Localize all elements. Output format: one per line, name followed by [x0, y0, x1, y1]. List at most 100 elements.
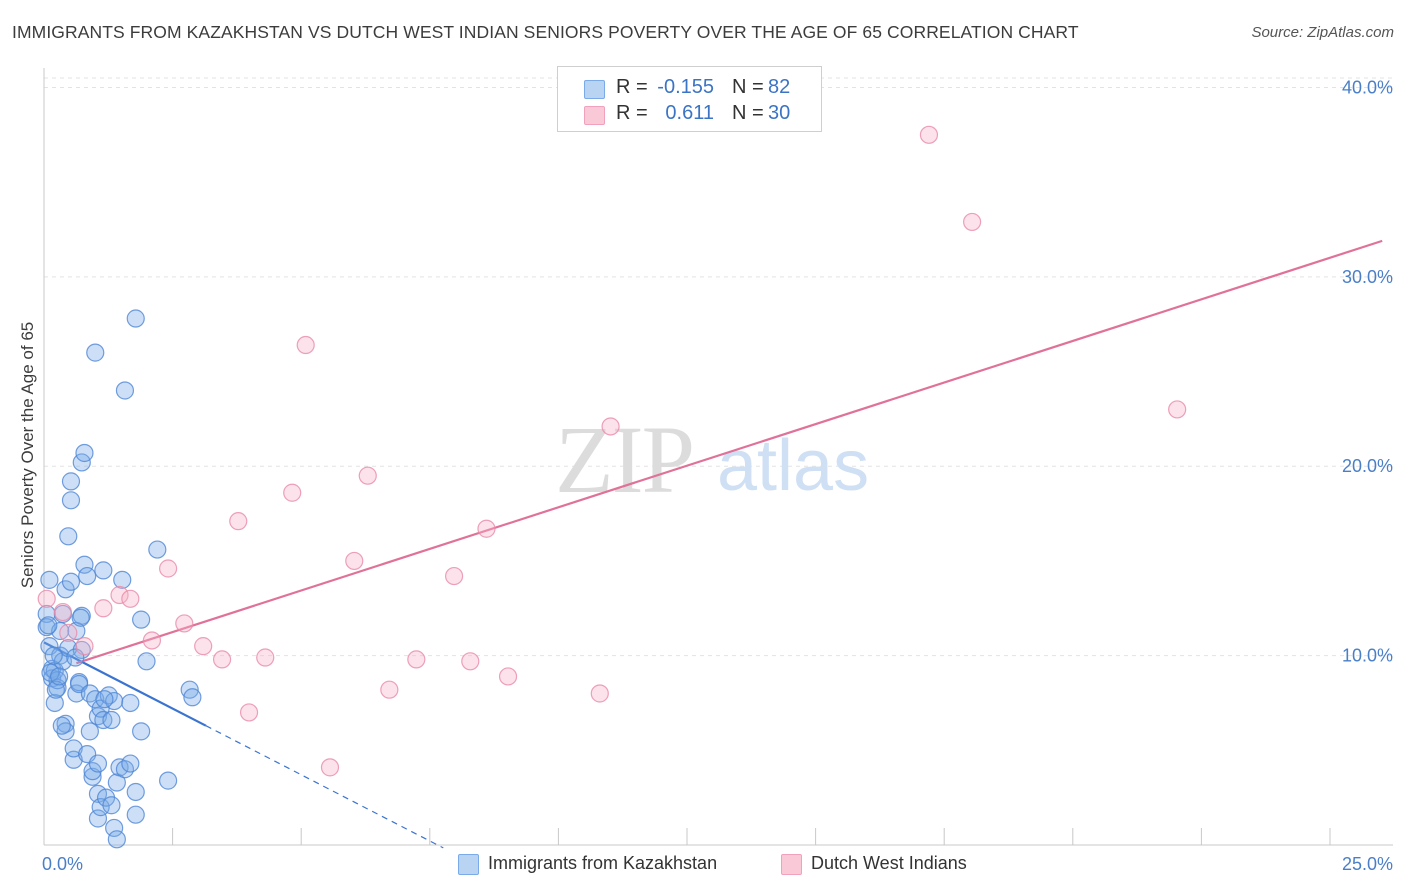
dutch-west-indian-point: [320, 758, 340, 777]
legend-swatch-blue: [584, 80, 605, 99]
bottom-legend-swatch-pink: [781, 854, 802, 875]
kazakhstan-point: [115, 381, 135, 400]
kazakhstan-point: [107, 830, 126, 849]
grid-lines: [44, 77, 1393, 657]
kazakhstan-point: [78, 566, 97, 586]
dutch-west-indian-point: [37, 589, 56, 608]
kazakhstan-point: [115, 760, 135, 779]
kazakhstan-point: [41, 663, 60, 682]
dutch-west-indian-point: [239, 703, 259, 722]
kazakhstan-point: [88, 809, 108, 828]
legend-r-label: R =: [616, 76, 648, 98]
dutch-west-indian-point: [963, 212, 982, 232]
bottom-legend-label: Immigrants from Kazakhstan: [488, 853, 718, 873]
legend-n-value: 82: [768, 76, 791, 98]
bottom-legend-swatch-blue: [458, 854, 479, 875]
trend-lines: [43, 239, 1383, 849]
dutch-west-indian-point: [380, 680, 399, 699]
y-tick-label: 30.0%: [1342, 267, 1393, 287]
data-points: [37, 125, 1187, 849]
legend-r-label: R =: [616, 102, 648, 124]
y-tick-label: 10.0%: [1342, 646, 1393, 666]
dutch-west-indian-point: [194, 637, 213, 656]
watermark-atlas: atlas: [717, 426, 869, 506]
kazakhstan-point: [137, 652, 156, 671]
dutch-west-indian-point: [296, 335, 315, 355]
kazakhstan-point: [113, 570, 132, 589]
kazakhstan-point: [126, 309, 145, 328]
legend-r-value: 0.611: [665, 102, 714, 124]
y-tick-label: 20.0%: [1342, 456, 1393, 476]
kazakhstan-trend-extension: [205, 725, 444, 849]
dutch-west-indian-point: [142, 631, 162, 650]
kazakhstan-point: [121, 754, 140, 773]
dutch-west-indian-trend-line: [76, 239, 1383, 665]
dutch-west-indian-point: [94, 599, 113, 618]
kazakhstan-point: [102, 796, 121, 815]
kazakhstan-point: [80, 722, 99, 741]
legend: R = -0.155 N = 82 R = 0.611 N = 30: [557, 66, 822, 132]
dutch-west-indian-point: [601, 417, 620, 436]
dutch-west-indian-point: [121, 589, 140, 608]
kazakhstan-point: [61, 491, 81, 510]
kazakhstan-point: [75, 443, 94, 463]
dutch-west-indian-point: [590, 684, 609, 703]
kazakhstan-point: [40, 570, 59, 589]
kazakhstan-point: [126, 782, 145, 802]
dutch-west-indian-point: [358, 466, 377, 485]
dutch-west-indian-point: [919, 125, 939, 144]
dutch-west-indian-point: [461, 652, 480, 671]
kazakhstan-point: [132, 610, 151, 629]
kazakhstan-point: [159, 771, 178, 790]
dutch-west-indian-point: [59, 623, 78, 642]
kazakhstan-point: [39, 616, 58, 635]
kazakhstan-point: [61, 572, 81, 591]
bottom-legend-label: Dutch West Indians: [811, 853, 967, 873]
kazakhstan-point: [102, 710, 121, 730]
source-label: Source: ZipAtlas.com: [1251, 24, 1394, 41]
dutch-west-indian-point: [444, 566, 464, 586]
chart-title: IMMIGRANTS FROM KAZAKHSTAN VS DUTCH WEST…: [12, 22, 1079, 42]
x-tick-label-min: 0.0%: [42, 854, 83, 874]
dutch-west-indian-point: [345, 551, 364, 571]
y-axis-label: Seniors Poverty Over the Age of 65: [18, 322, 37, 588]
kazakhstan-point: [95, 690, 114, 709]
kazakhstan-point: [44, 646, 63, 665]
x-tick-label-max: 25.0%: [1342, 854, 1393, 874]
kazakhstan-point: [64, 739, 83, 758]
y-tick-label: 40.0%: [1342, 77, 1393, 97]
kazakhstan-point: [45, 693, 64, 713]
kazakhstan-point: [71, 608, 90, 627]
kazakhstan-point: [183, 688, 202, 707]
dutch-west-indian-point: [159, 559, 178, 578]
dutch-west-indian-point: [477, 519, 496, 538]
dutch-west-indian-point: [53, 602, 72, 622]
dutch-west-indian-point: [75, 637, 94, 656]
kazakhstan-point: [59, 527, 78, 546]
legend-n-value: 30: [768, 102, 791, 124]
kazakhstan-point: [121, 693, 140, 713]
kazakhstan-point: [75, 555, 94, 574]
dutch-west-indian-point: [212, 650, 232, 669]
watermark: ZIP: [555, 406, 693, 513]
kazakhstan-point: [52, 716, 71, 735]
legend-n-label: N =: [732, 76, 764, 98]
kazakhstan-point: [86, 343, 105, 362]
dutch-west-indian-point: [407, 650, 426, 669]
legend-swatch-pink: [584, 106, 605, 125]
kazakhstan-point: [105, 818, 124, 838]
kazakhstan-point: [148, 540, 167, 559]
kazakhstan-point: [61, 472, 81, 491]
dutch-west-indian-point: [110, 585, 129, 605]
dutch-west-indian-point: [229, 512, 248, 531]
kazakhstan-point: [94, 561, 113, 580]
dutch-west-indian-point: [283, 483, 302, 502]
tick-labels: 10.0% 20.0% 30.0% 40.0% 0.0% 25.0%: [42, 77, 1393, 874]
legend-n-label: N =: [732, 102, 764, 124]
dutch-west-indian-point: [498, 667, 518, 686]
axes: [43, 68, 1393, 846]
kazakhstan-point: [88, 754, 108, 773]
dutch-west-indian-point: [175, 614, 194, 633]
kazakhstan-point: [50, 667, 69, 686]
